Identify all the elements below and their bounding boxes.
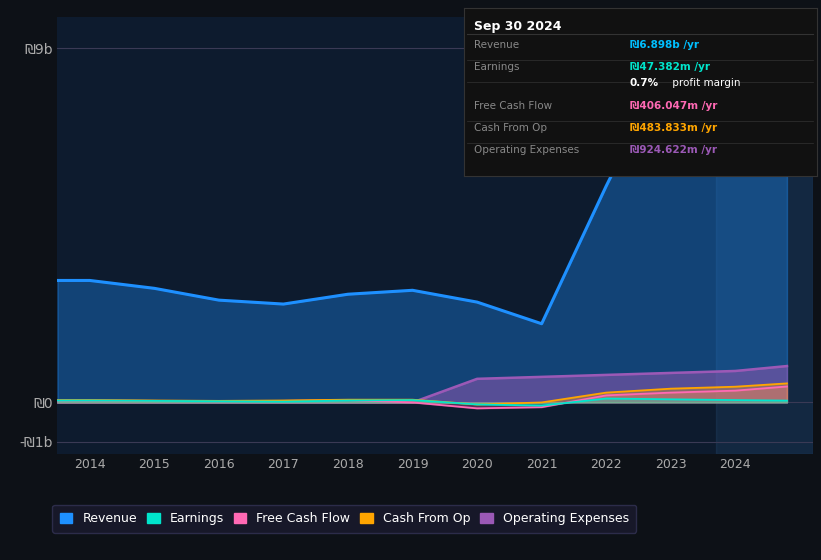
Text: 0.7%: 0.7% <box>630 78 659 88</box>
Text: ₪6.898b /yr: ₪6.898b /yr <box>630 40 699 50</box>
Text: ₪47.382m /yr: ₪47.382m /yr <box>630 62 710 72</box>
Text: Free Cash Flow: Free Cash Flow <box>475 101 553 111</box>
Text: Revenue: Revenue <box>475 40 520 50</box>
Text: ₪483.833m /yr: ₪483.833m /yr <box>630 123 717 133</box>
Text: ₪406.047m /yr: ₪406.047m /yr <box>630 101 718 111</box>
Text: Earnings: Earnings <box>475 62 520 72</box>
Legend: Revenue, Earnings, Free Cash Flow, Cash From Op, Operating Expenses: Revenue, Earnings, Free Cash Flow, Cash … <box>53 505 636 533</box>
Text: Sep 30 2024: Sep 30 2024 <box>475 20 562 33</box>
Bar <box>716 17 813 454</box>
Text: ₪924.622m /yr: ₪924.622m /yr <box>630 144 717 155</box>
Text: Cash From Op: Cash From Op <box>475 123 548 133</box>
Text: Operating Expenses: Operating Expenses <box>475 144 580 155</box>
Text: profit margin: profit margin <box>668 78 740 88</box>
